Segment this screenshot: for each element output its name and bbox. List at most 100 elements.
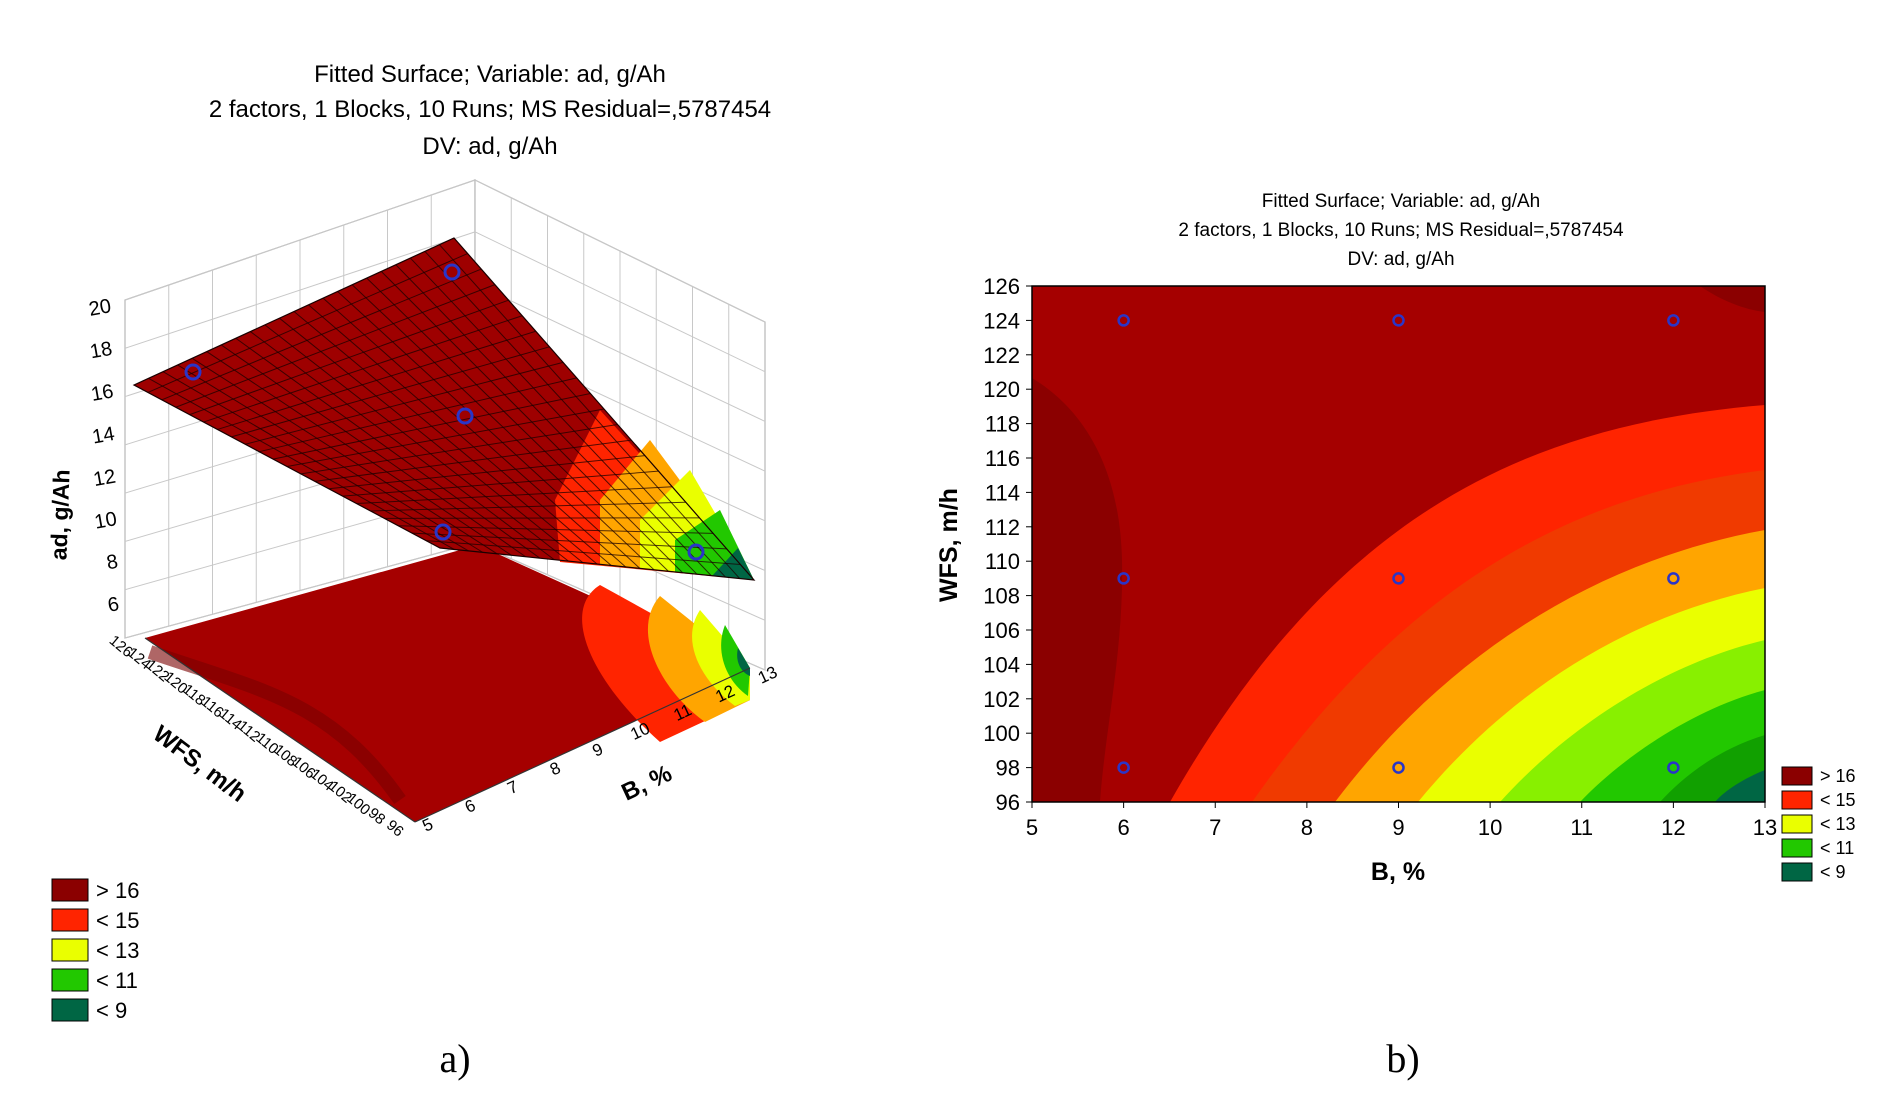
legend-swatch bbox=[1781, 766, 1813, 786]
z-tick-label: 14 bbox=[91, 423, 117, 449]
y-tick-label: 102 bbox=[983, 687, 1020, 712]
y-tick-label: 114 bbox=[985, 480, 1020, 505]
mesh-line bbox=[328, 455, 645, 490]
x-tick-label: 12 bbox=[1661, 815, 1685, 840]
y-tick-label: 98 bbox=[996, 756, 1020, 781]
contour-chart: Fitted Surface; Variable: ad, g/Ah 2 fac… bbox=[935, 191, 1856, 1081]
legend-label: < 9 bbox=[96, 998, 127, 1023]
contour-title-line-2: 2 factors, 1 Blocks, 10 Runs; MS Residua… bbox=[1178, 220, 1624, 241]
surface-data-points bbox=[184, 263, 705, 561]
x-tick-label: 7 bbox=[1209, 815, 1221, 840]
legend-swatch bbox=[1781, 790, 1813, 810]
y-tick-label: 118 bbox=[985, 412, 1020, 437]
data-point bbox=[434, 523, 452, 541]
contour-y-axis: 96 98 100 102 104 106 108 110 112 114 116 118 120 122… bbox=[983, 274, 1032, 815]
legend-label: < 15 bbox=[96, 908, 139, 933]
contour-x-axis: 5 6 7 8 9 10 11 12 13 bbox=[1026, 802, 1777, 840]
front-right-edge bbox=[414, 667, 751, 823]
contour-legend: > 16 < 15 < 13 < 11 < 9 bbox=[1781, 766, 1856, 882]
mesh-line bbox=[337, 291, 641, 569]
z-tick-label: 10 bbox=[93, 508, 119, 534]
surface-title-line-3: DV: ad, g/Ah bbox=[422, 133, 557, 160]
contour-region-dark-topright bbox=[1700, 286, 1765, 312]
data-point bbox=[443, 263, 461, 281]
y-tick-label: 112 bbox=[985, 515, 1020, 540]
surface-z-axis-title: ad, g/Ah bbox=[45, 469, 74, 561]
y-tick-label: 96 bbox=[996, 790, 1020, 815]
data-point bbox=[1117, 761, 1130, 774]
legend-swatch bbox=[51, 878, 89, 902]
floor-region-lt11 bbox=[721, 625, 750, 696]
surface-title-line-2: 2 factors, 1 Blocks, 10 Runs; MS Residua… bbox=[209, 96, 771, 123]
panel-a-caption: a) bbox=[439, 1036, 470, 1081]
surface-b-axis-title: B, % bbox=[618, 760, 677, 806]
legend-label: < 15 bbox=[1820, 790, 1856, 810]
data-point bbox=[1117, 314, 1130, 327]
mesh-line bbox=[366, 277, 669, 572]
mesh-line bbox=[384, 517, 700, 519]
surface-outline bbox=[132, 237, 756, 581]
x-tick-label: 10 bbox=[1478, 815, 1502, 840]
contour-region-dark-left bbox=[1032, 378, 1123, 802]
legend-swatch bbox=[1781, 838, 1813, 858]
legend-swatch bbox=[51, 968, 89, 992]
floor-contour bbox=[145, 545, 750, 822]
wfs-tick-label: 96 bbox=[383, 817, 407, 841]
legend-swatch bbox=[1781, 814, 1813, 834]
z-axis-ticks: 6 8 10 12 14 16 18 20 bbox=[87, 295, 121, 617]
y-tick-label: 108 bbox=[983, 584, 1020, 609]
data-point bbox=[1392, 314, 1405, 327]
front-left-edge bbox=[144, 637, 416, 823]
contour-x-axis-title: B, % bbox=[1371, 858, 1425, 886]
legend-swatch bbox=[1781, 862, 1813, 882]
mesh-line bbox=[300, 424, 618, 475]
x-tick-label: 8 bbox=[1301, 815, 1313, 840]
contour-plot-area bbox=[1032, 286, 1765, 802]
b-tick-label: 7 bbox=[504, 777, 521, 798]
legend-label: < 9 bbox=[1820, 862, 1846, 882]
mesh-line bbox=[293, 311, 598, 565]
x-tick-label: 9 bbox=[1392, 815, 1404, 840]
mesh-line bbox=[322, 297, 626, 568]
panel-b-caption: b) bbox=[1386, 1036, 1419, 1081]
data-point bbox=[1667, 761, 1680, 774]
mesh-line bbox=[380, 271, 683, 574]
mesh-line bbox=[314, 439, 632, 482]
data-point bbox=[184, 363, 202, 381]
data-point bbox=[1117, 572, 1130, 585]
mesh-line bbox=[342, 470, 659, 497]
data-point bbox=[687, 543, 705, 561]
mesh-line bbox=[398, 525, 714, 534]
legend-label: < 11 bbox=[96, 968, 138, 993]
y-tick-label: 122 bbox=[983, 343, 1020, 368]
fitted-surface bbox=[132, 237, 756, 581]
x-tick-label: 5 bbox=[1026, 815, 1038, 840]
surface-wfs-axis-title: WFS, m/h bbox=[148, 720, 252, 807]
legend-swatch bbox=[51, 998, 89, 1022]
mesh-line bbox=[412, 532, 727, 550]
y-tick-label: 104 bbox=[983, 652, 1020, 677]
mesh-line bbox=[308, 304, 612, 566]
mesh-line bbox=[370, 501, 686, 512]
legend-label: < 11 bbox=[1820, 838, 1854, 858]
legend-label: > 16 bbox=[96, 878, 139, 903]
data-point bbox=[456, 407, 474, 425]
surface-chart: Fitted Surface; Variable: ad, g/Ah 2 fac… bbox=[45, 61, 780, 1081]
data-point bbox=[1667, 314, 1680, 327]
contour-title-line-1: Fitted Surface; Variable: ad, g/Ah bbox=[1262, 191, 1540, 212]
mesh-line bbox=[426, 540, 741, 565]
y-tick-label: 124 bbox=[983, 308, 1020, 333]
x-tick-label: 13 bbox=[1753, 815, 1777, 840]
data-point bbox=[1392, 572, 1405, 585]
surface-mesh bbox=[147, 244, 741, 579]
legend-label: < 13 bbox=[96, 938, 139, 963]
y-tick-label: 100 bbox=[983, 721, 1020, 746]
mesh-line bbox=[424, 251, 726, 578]
z-tick-label: 12 bbox=[92, 466, 118, 492]
floor-dark-band bbox=[147, 645, 406, 805]
legend-swatch bbox=[51, 938, 89, 962]
mesh-line bbox=[395, 264, 698, 575]
surface-legend: > 16 < 15 < 13 < 11 < 9 bbox=[51, 878, 139, 1023]
mesh-line bbox=[356, 486, 673, 505]
